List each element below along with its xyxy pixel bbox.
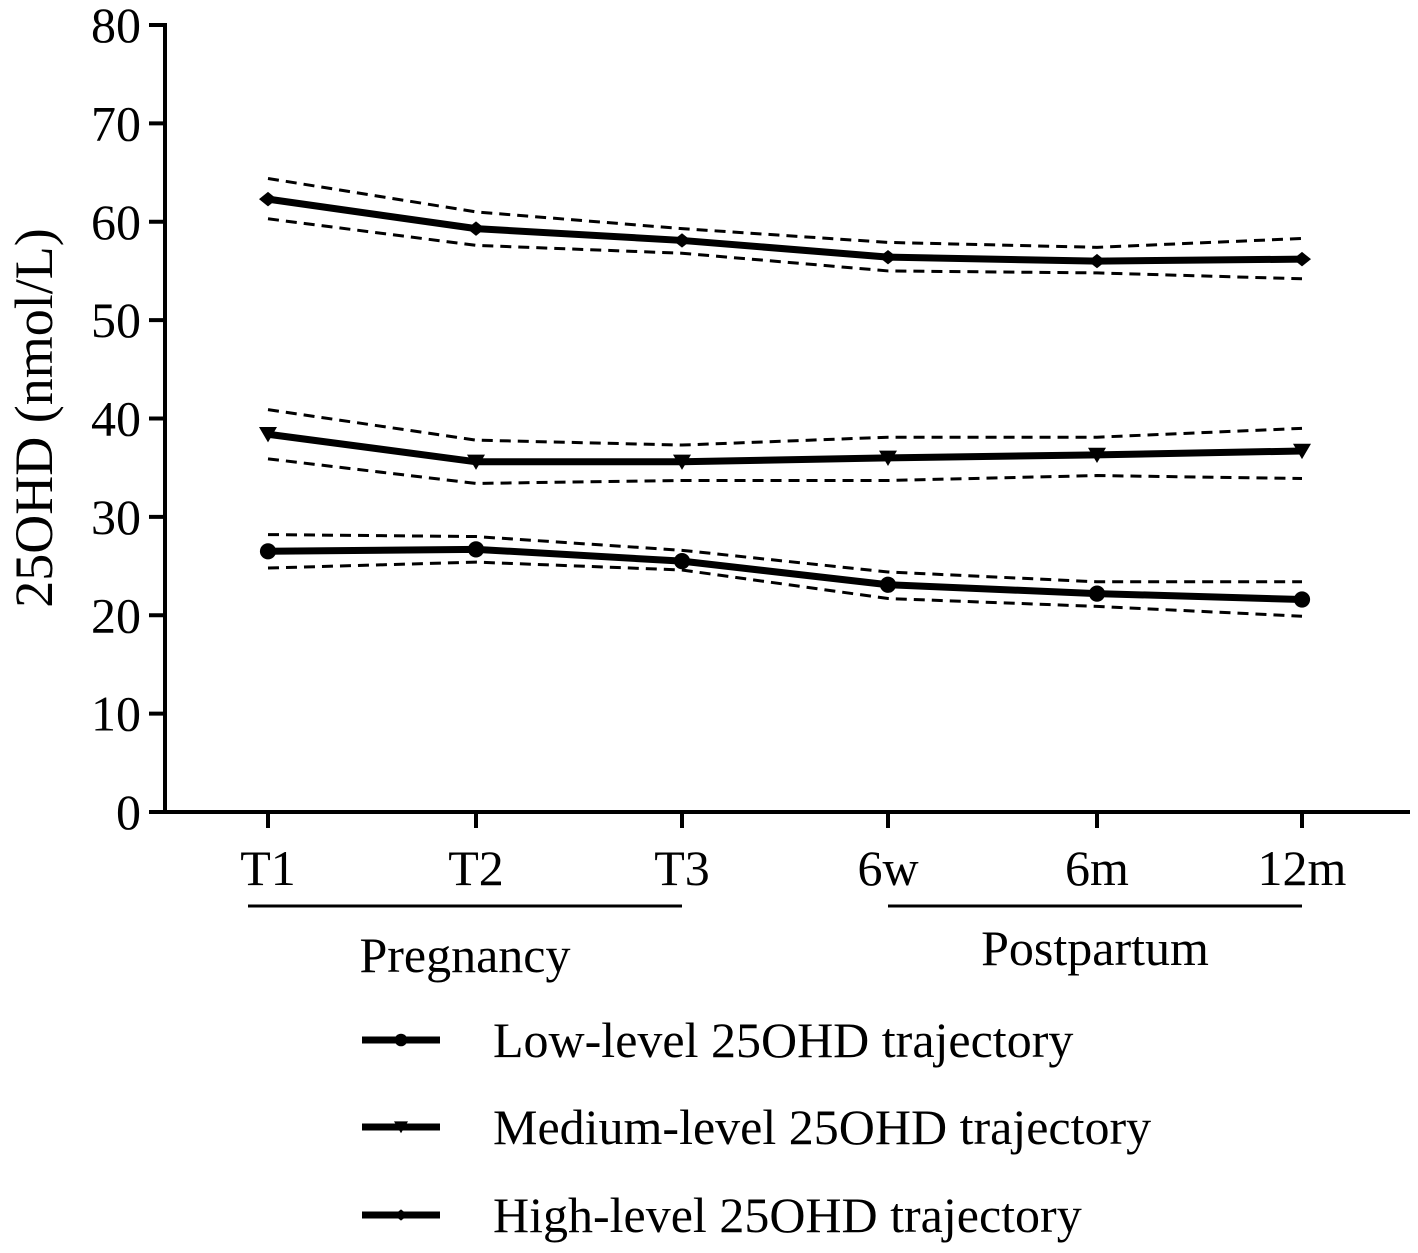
- series-line: [267, 430, 1303, 466]
- ci-upper-line: [267, 176, 1303, 249]
- y-tick-label: 70: [91, 95, 141, 151]
- y-tick-label: 40: [91, 391, 141, 447]
- data-point-circle: [394, 1033, 408, 1047]
- y-tick-label: 80: [91, 0, 141, 53]
- data-point-diamond: [879, 249, 897, 265]
- legend-label: Low-level 25OHD trajectory: [493, 1012, 1073, 1068]
- y-tick-label: 50: [91, 292, 141, 348]
- data-point-circle: [879, 576, 897, 593]
- data-point-triangle: [259, 427, 277, 443]
- y-tick-label: 30: [91, 489, 141, 545]
- legend-label: High-level 25OHD trajectory: [493, 1187, 1082, 1243]
- data-point-triangle: [673, 454, 691, 470]
- data-point-diamond: [259, 191, 277, 207]
- ci-lower-line: [267, 457, 1303, 485]
- x-tick-label: T2: [448, 840, 504, 896]
- series-diamond: [259, 176, 1311, 281]
- data-point-triangle: [394, 1121, 408, 1134]
- series-triangle-down: [259, 408, 1311, 485]
- y-tick-label: 10: [91, 686, 141, 742]
- group-label: Pregnancy: [359, 927, 570, 983]
- data-point-triangle: [1088, 447, 1106, 463]
- series-circle: [259, 533, 1311, 618]
- legend-item: Low-level 25OHD trajectory: [362, 1012, 1073, 1068]
- legend-item: Medium-level 25OHD trajectory: [362, 1099, 1151, 1155]
- y-axis-label: 25OHD (nmol/L): [4, 228, 64, 607]
- data-point-diamond: [1088, 253, 1106, 269]
- series-line: [267, 195, 1303, 265]
- series-line: [267, 545, 1303, 604]
- legend-item: High-level 25OHD trajectory: [362, 1187, 1082, 1243]
- y-tick-label: 20: [91, 587, 141, 643]
- data-point-circle: [259, 543, 277, 560]
- data-point-triangle: [879, 450, 897, 466]
- data-point-diamond: [1293, 251, 1311, 267]
- data-point-triangle: [467, 454, 485, 470]
- x-tick-label: T3: [654, 840, 710, 896]
- group-label: Postpartum: [981, 920, 1209, 976]
- data-point-diamond: [467, 221, 485, 236]
- data-point-diamond: [673, 233, 691, 248]
- y-tick-label: 0: [116, 784, 141, 840]
- x-tick-label: 6w: [857, 840, 918, 896]
- x-tick-label: 6m: [1065, 840, 1129, 896]
- ci-lower-line: [267, 217, 1303, 281]
- ci-lower-line: [267, 560, 1303, 618]
- data-point-circle: [1293, 591, 1311, 608]
- legend-label: Medium-level 25OHD trajectory: [493, 1099, 1151, 1155]
- x-tick-label: 12m: [1258, 840, 1347, 896]
- ci-upper-line: [267, 533, 1302, 584]
- data-point-circle: [467, 541, 485, 558]
- data-point-circle: [1088, 585, 1106, 602]
- data-point-triangle: [1293, 443, 1311, 460]
- data-point-circle: [673, 553, 691, 570]
- data-point-diamond: [394, 1209, 408, 1221]
- x-tick-label: T1: [240, 840, 296, 896]
- y-tick-label: 60: [91, 194, 141, 250]
- ci-upper-line: [267, 408, 1303, 447]
